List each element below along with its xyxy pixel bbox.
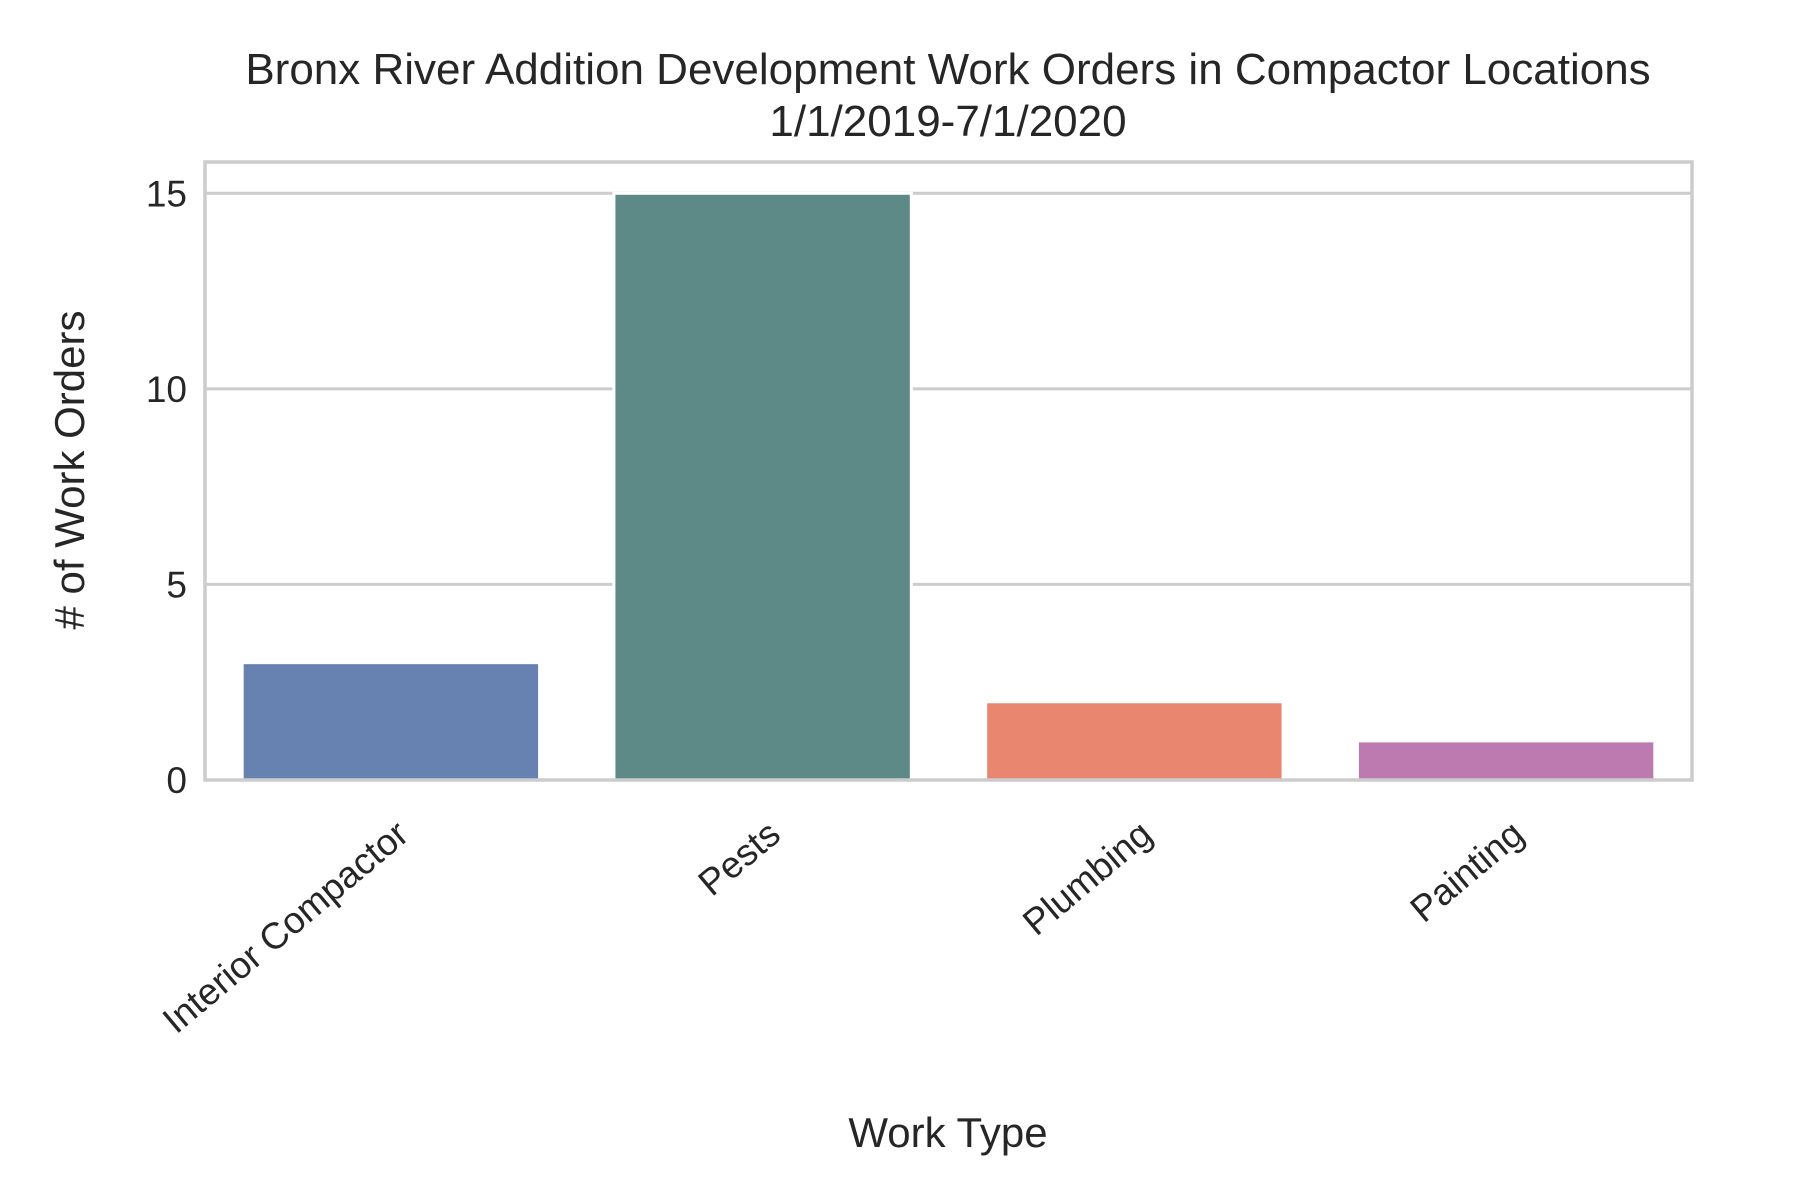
x-tick-labels: Interior Compactor Pests Plumbing Painting — [155, 813, 1531, 1041]
y-tick-label: 10 — [146, 369, 187, 410]
x-axis-label: Work Type — [848, 1109, 1047, 1156]
x-tick-label: Plumbing — [1015, 813, 1160, 944]
y-axis-label: # of Work Orders — [46, 311, 93, 630]
y-tick-label: 5 — [166, 564, 187, 605]
bar-painting — [1355, 739, 1657, 782]
x-tick-label: Pests — [691, 813, 788, 904]
chart-subtitle: 1/1/2019-7/1/2020 — [769, 97, 1126, 146]
bar-interior-compactor — [240, 661, 542, 782]
bars — [240, 191, 1657, 782]
chart-title: Bronx River Addition Development Work Or… — [245, 45, 1650, 94]
y-tick-label: 0 — [166, 760, 187, 801]
plot-frame — [203, 160, 1694, 782]
bar-plumbing — [984, 700, 1285, 782]
gridlines — [205, 191, 1692, 586]
bar-pests — [612, 191, 913, 782]
x-tick-label: Interior Compactor — [155, 813, 416, 1041]
x-tick-label: Painting — [1402, 813, 1531, 930]
y-tick-label: 15 — [146, 173, 187, 214]
y-tick-labels: 0 5 10 15 — [146, 173, 187, 801]
